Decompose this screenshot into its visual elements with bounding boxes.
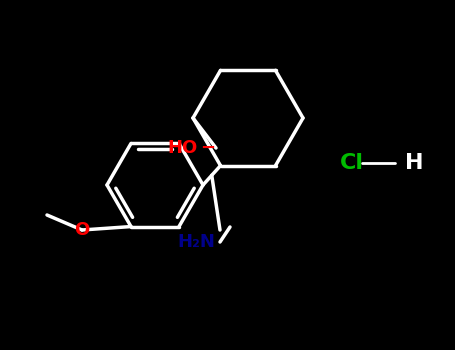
Text: H: H <box>405 153 424 173</box>
Text: O: O <box>74 221 90 239</box>
Text: −: − <box>200 139 215 157</box>
Text: HO: HO <box>168 139 198 157</box>
Text: H₂N: H₂N <box>177 233 215 251</box>
Text: Cl: Cl <box>340 153 364 173</box>
